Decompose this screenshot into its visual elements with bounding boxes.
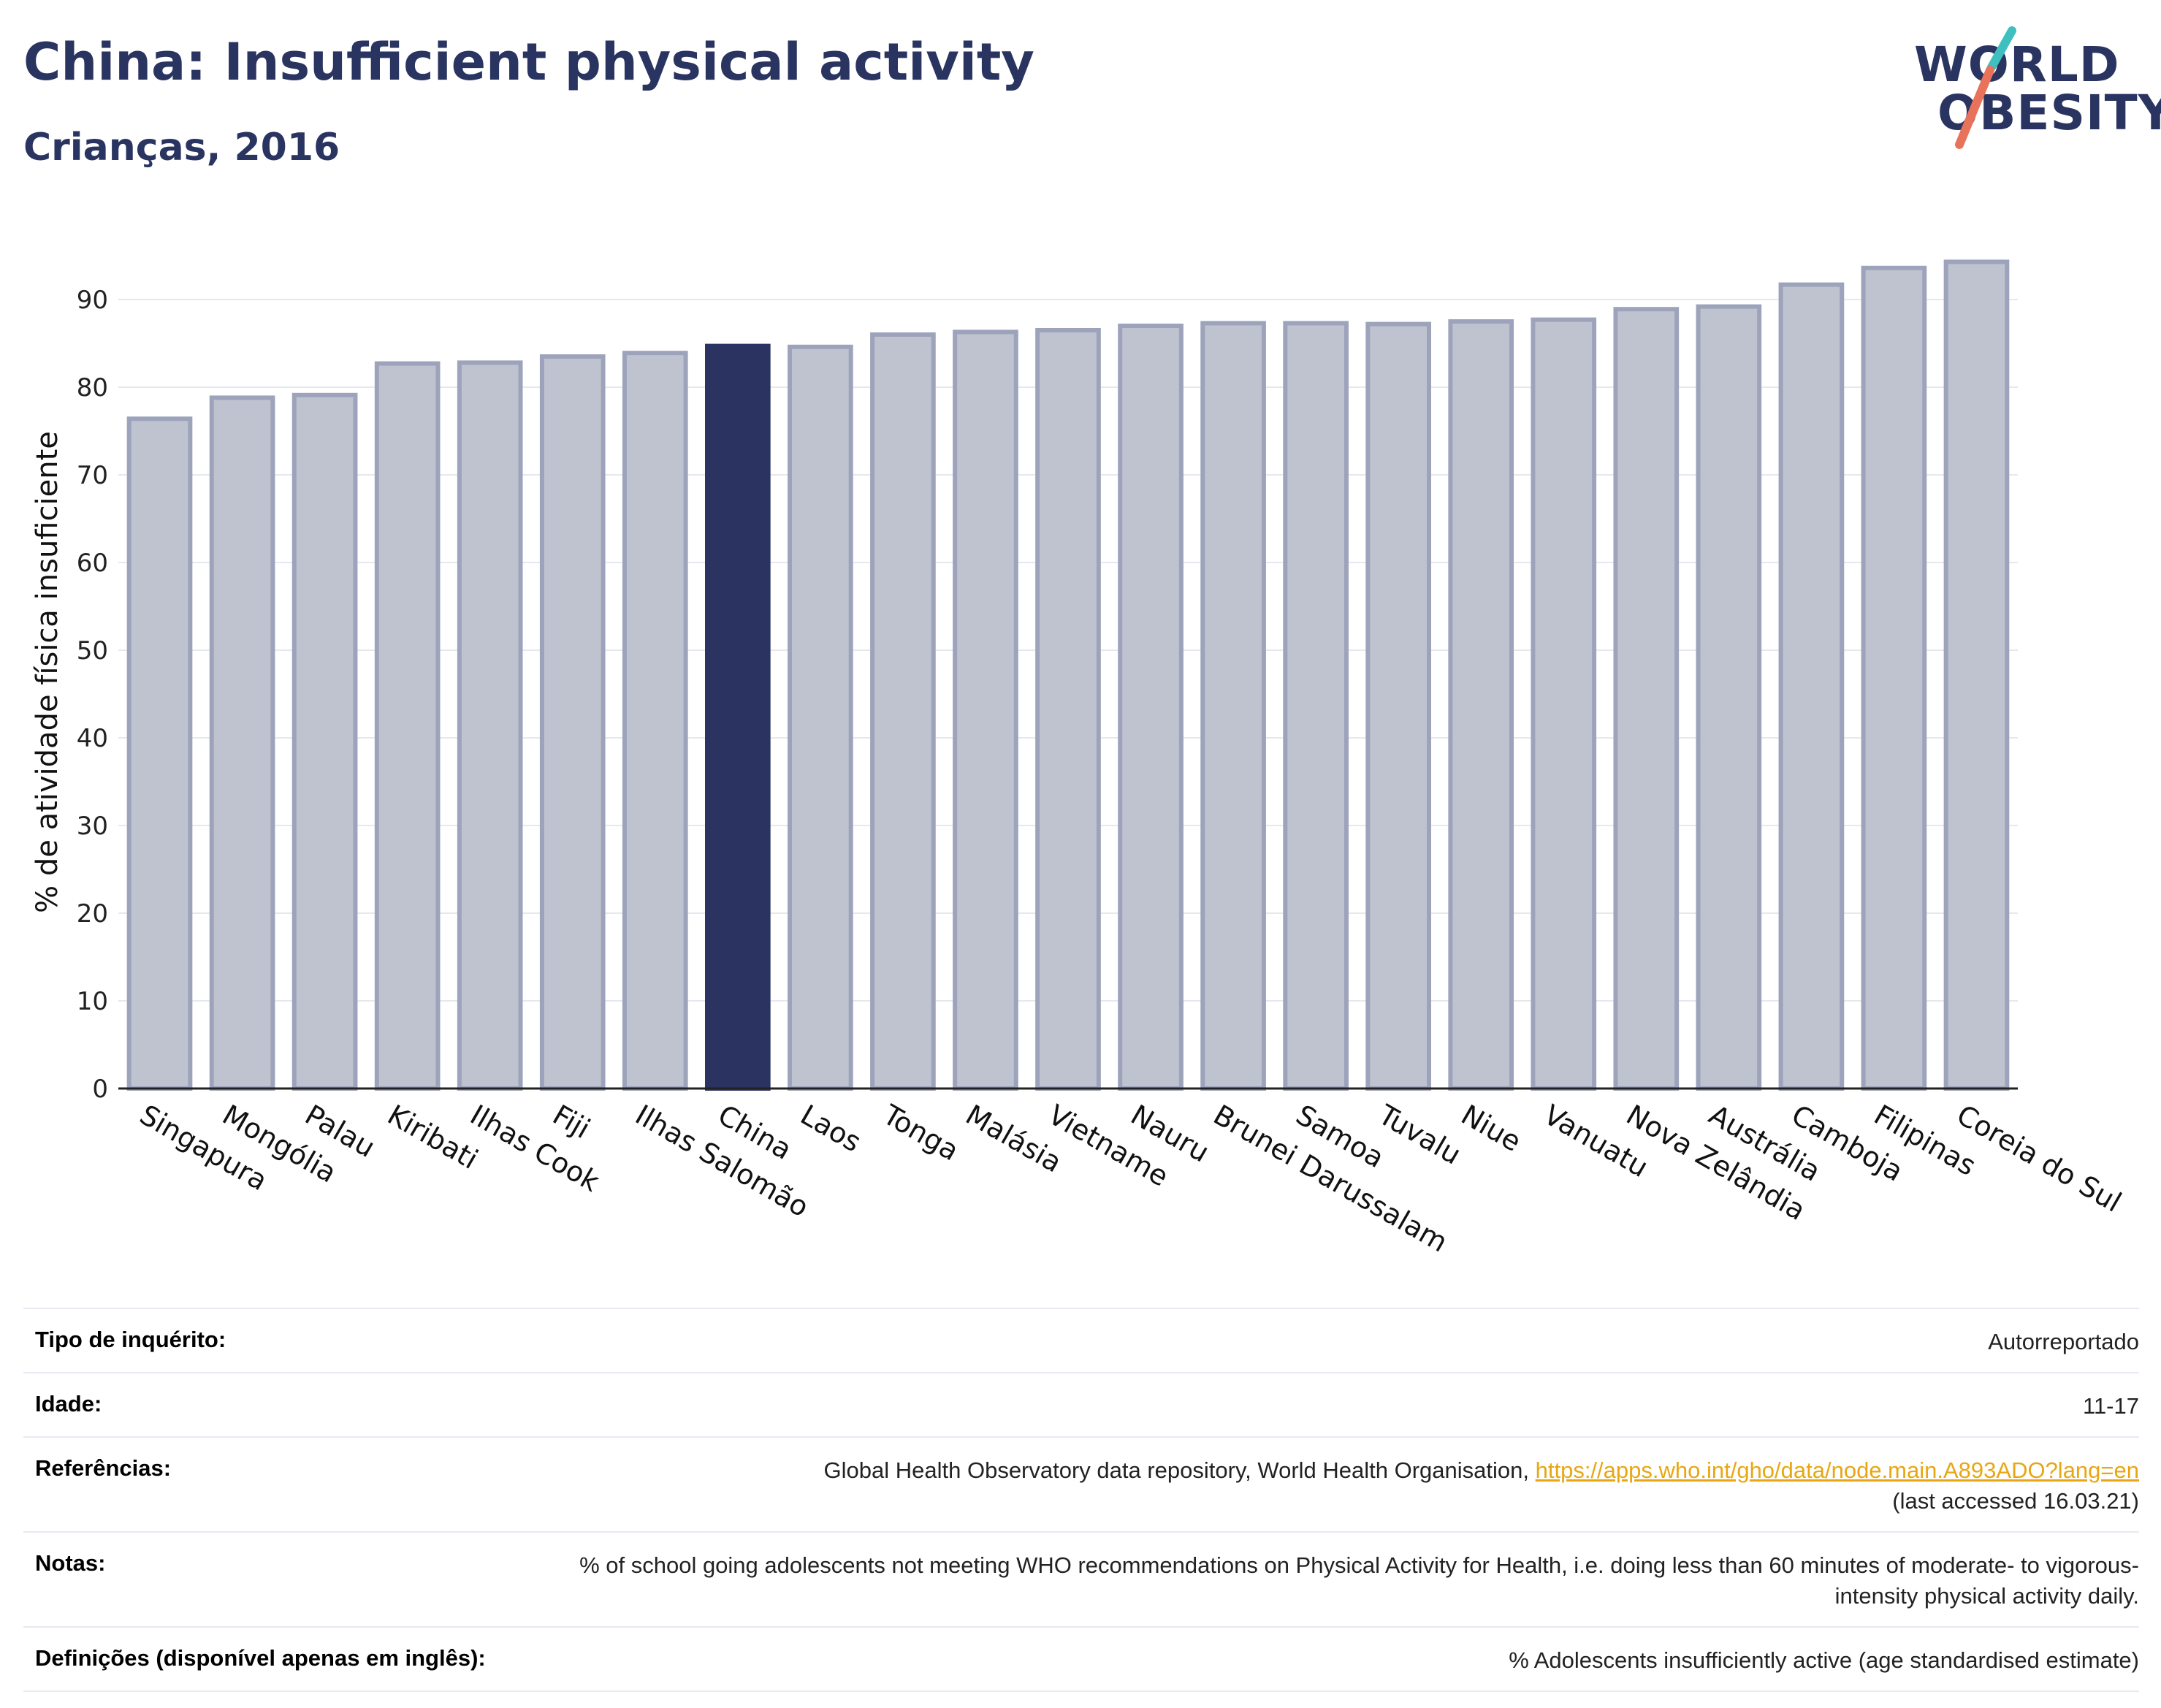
bar: [1531, 317, 1597, 1091]
bar: [1613, 307, 1680, 1091]
y-tick-label: 40: [77, 724, 108, 753]
bar: [374, 361, 441, 1091]
bar: [1696, 304, 1762, 1091]
references-value: Global Health Observatory data repositor…: [824, 1455, 2139, 1517]
age-row: Idade: 11-17: [23, 1372, 2139, 1436]
bar: [1861, 265, 1927, 1091]
age-value: 11-17: [2083, 1393, 2139, 1419]
bar: [1283, 321, 1349, 1091]
chart-title: China: Insufficient physical activity: [23, 32, 1034, 92]
references-note: (last accessed 16.03.21): [1892, 1488, 2139, 1514]
bar: [1943, 259, 2010, 1091]
bar: [1365, 321, 1431, 1091]
y-tick-label: 30: [77, 812, 108, 841]
bar: [1778, 282, 1845, 1091]
logo-line-1: WORLD: [1914, 37, 2120, 93]
x-tick-label: Fiji: [547, 1099, 595, 1145]
x-tick-label: Tonga: [877, 1098, 964, 1167]
y-tick-label: 0: [92, 1075, 108, 1104]
bar: [539, 354, 606, 1091]
bar: [1200, 321, 1266, 1091]
y-tick-label: 60: [77, 549, 108, 578]
definitions-row: Definições (disponível apenas em inglês)…: [23, 1626, 2139, 1692]
references-text: Global Health Observatory data repositor…: [823, 1457, 1536, 1483]
bar: [457, 360, 523, 1091]
bar-chart: 0102030405060708090SingapuraMongóliaPala…: [31, 259, 2127, 1259]
y-tick-label: 50: [77, 636, 108, 666]
survey-type-row: Tipo de inquérito: Autorreportado: [23, 1308, 2139, 1372]
bar: [1118, 324, 1184, 1091]
bar: [126, 416, 193, 1091]
bar: [953, 329, 1018, 1091]
x-tick-label: Kiribati: [382, 1099, 484, 1175]
bar: [870, 332, 936, 1091]
definitions-value: % Adolescents insufficiently active (age…: [1509, 1647, 2139, 1673]
bar: [209, 395, 275, 1091]
notes-row: Notas: % of school going adolescents not…: [23, 1531, 2139, 1626]
age-label: Idade:: [35, 1391, 102, 1417]
bar: [1448, 319, 1514, 1091]
world-obesity-logo: WORLD OBESITY: [1899, 22, 2161, 153]
logo-slash-icon: [1955, 26, 2016, 149]
y-tick-label: 20: [77, 899, 108, 929]
survey-type-label: Tipo de inquérito:: [35, 1327, 226, 1352]
references-row: Referências: Global Health Observatory d…: [23, 1436, 2139, 1531]
references-label: Referências:: [35, 1455, 172, 1481]
y-tick-label: 10: [77, 987, 108, 1016]
bar: [1035, 328, 1101, 1091]
references-link[interactable]: https://apps.who.int/gho/data/node.main.…: [1535, 1457, 2139, 1483]
y-tick-label: 90: [77, 286, 108, 315]
survey-type-value: Autorreportado: [1988, 1329, 2139, 1354]
bar: [291, 392, 358, 1091]
bar: [622, 351, 688, 1091]
notes-label: Notas:: [35, 1550, 106, 1576]
x-tick-label: Niue: [1456, 1099, 1527, 1158]
y-tick-label: 80: [77, 373, 108, 403]
y-axis-label: % de atividade física insuficiente: [31, 431, 64, 913]
y-tick-label: 70: [77, 461, 108, 490]
bar: [788, 344, 853, 1091]
x-tick-label: Laos: [795, 1099, 866, 1159]
bar: [705, 343, 771, 1091]
chart-subtitle: Crianças, 2016: [23, 126, 340, 169]
info-table: Tipo de inquérito: Autorreportado Idade:…: [23, 1308, 2139, 1692]
x-tick-label: Malásia: [960, 1099, 1067, 1179]
x-tick-label: Tuvalu: [1373, 1098, 1466, 1171]
notes-value: % of school going adolescents not meetin…: [579, 1552, 2139, 1609]
definitions-label: Definições (disponível apenas em inglês)…: [35, 1645, 486, 1671]
